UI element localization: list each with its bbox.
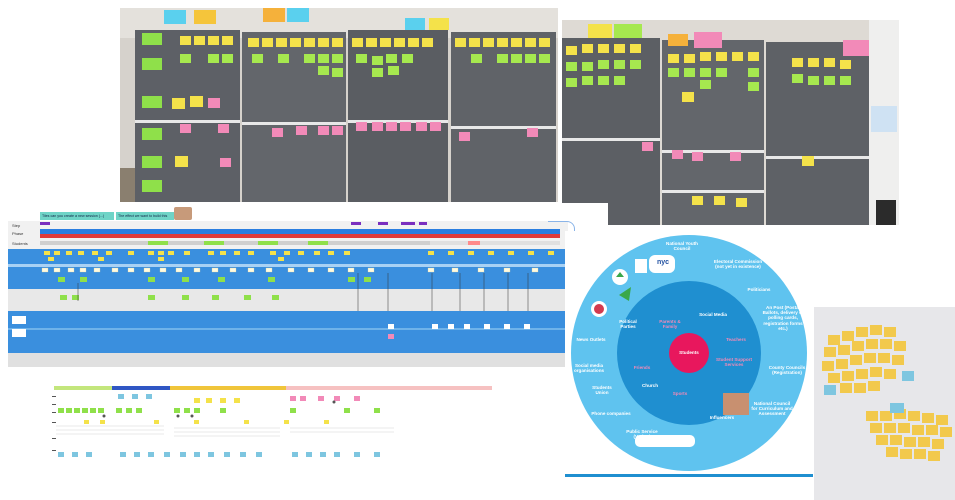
outer-label-politicians: Politicians bbox=[747, 287, 771, 292]
outer-label-nyc: National Youth Council bbox=[666, 241, 698, 252]
wall-photo-right bbox=[562, 20, 899, 225]
row-label-students: Students bbox=[12, 241, 28, 246]
outer-label-public-service: Public Service (Voting) bbox=[626, 429, 658, 440]
inner-label-teachers: Teachers bbox=[726, 337, 746, 342]
top-note-2-text: The effect we want to build this bbox=[118, 214, 168, 218]
outer-label-news: News Outlets bbox=[576, 337, 606, 342]
row-label-step: Step bbox=[12, 223, 21, 228]
service-blueprint-drawing bbox=[52, 386, 492, 457]
inner-label-parents: Parents & Family bbox=[659, 319, 681, 330]
outer-label-ncca: National Council for Curriculum and Asse… bbox=[751, 401, 793, 417]
outer-label-political-parties: Political Parties bbox=[619, 319, 637, 330]
center-label: Students bbox=[679, 350, 699, 355]
top-note-1: Tiles can you create a new session (...) bbox=[40, 212, 114, 220]
inner-label-social-media: Social Media bbox=[699, 312, 727, 317]
outer-label-electoral: Electoral Commission (not yet in existen… bbox=[713, 259, 763, 270]
stakeholder-circle-drawing bbox=[565, 235, 813, 477]
outer-label-students-union: Students Union bbox=[592, 385, 612, 396]
outer-label-county-councils: County Councils (Registration) bbox=[768, 365, 806, 376]
sticky-notes-drawing bbox=[814, 307, 955, 500]
row-label-phase: Phase bbox=[12, 231, 24, 236]
inner-label-support: Student Support Services bbox=[716, 357, 752, 368]
journey-map-lanes bbox=[8, 222, 568, 367]
board-scrollbar[interactable] bbox=[548, 221, 575, 234]
avatar bbox=[174, 207, 192, 220]
wall-photo-left bbox=[120, 8, 558, 202]
top-note-1-text: Tiles can you create a new session (...) bbox=[42, 214, 105, 218]
journey-map-board: Tiles can you create a new session (...)… bbox=[8, 203, 608, 373]
top-note-2: The effect we want to build this bbox=[116, 212, 174, 220]
inner-label-church: Church bbox=[641, 383, 659, 388]
wall-photo-right-drawing bbox=[562, 20, 899, 225]
board-canvas: Step Phase Students Touchpoints Actions … bbox=[8, 221, 568, 367]
outer-label-influencers: Influencers bbox=[709, 415, 735, 420]
stakeholder-circle-map: nyc Students Social Media Parents & Fami… bbox=[565, 231, 813, 477]
service-blueprint-board bbox=[44, 382, 496, 466]
inner-label-sports: Sports bbox=[672, 391, 688, 396]
outer-label-social-media-orgs: Social media organisations bbox=[573, 363, 605, 374]
inner-label-friends: Friends bbox=[633, 365, 651, 370]
sticky-notes-photo bbox=[814, 307, 955, 500]
nyc-logo: nyc bbox=[653, 259, 673, 269]
outer-label-phone: Phone companies bbox=[591, 411, 631, 416]
nyc-logo-text: nyc bbox=[656, 259, 670, 266]
outer-label-an-post: An Post (Postal Ballots, delivery of pol… bbox=[762, 305, 804, 331]
wall-photo-left-drawing bbox=[120, 8, 558, 202]
